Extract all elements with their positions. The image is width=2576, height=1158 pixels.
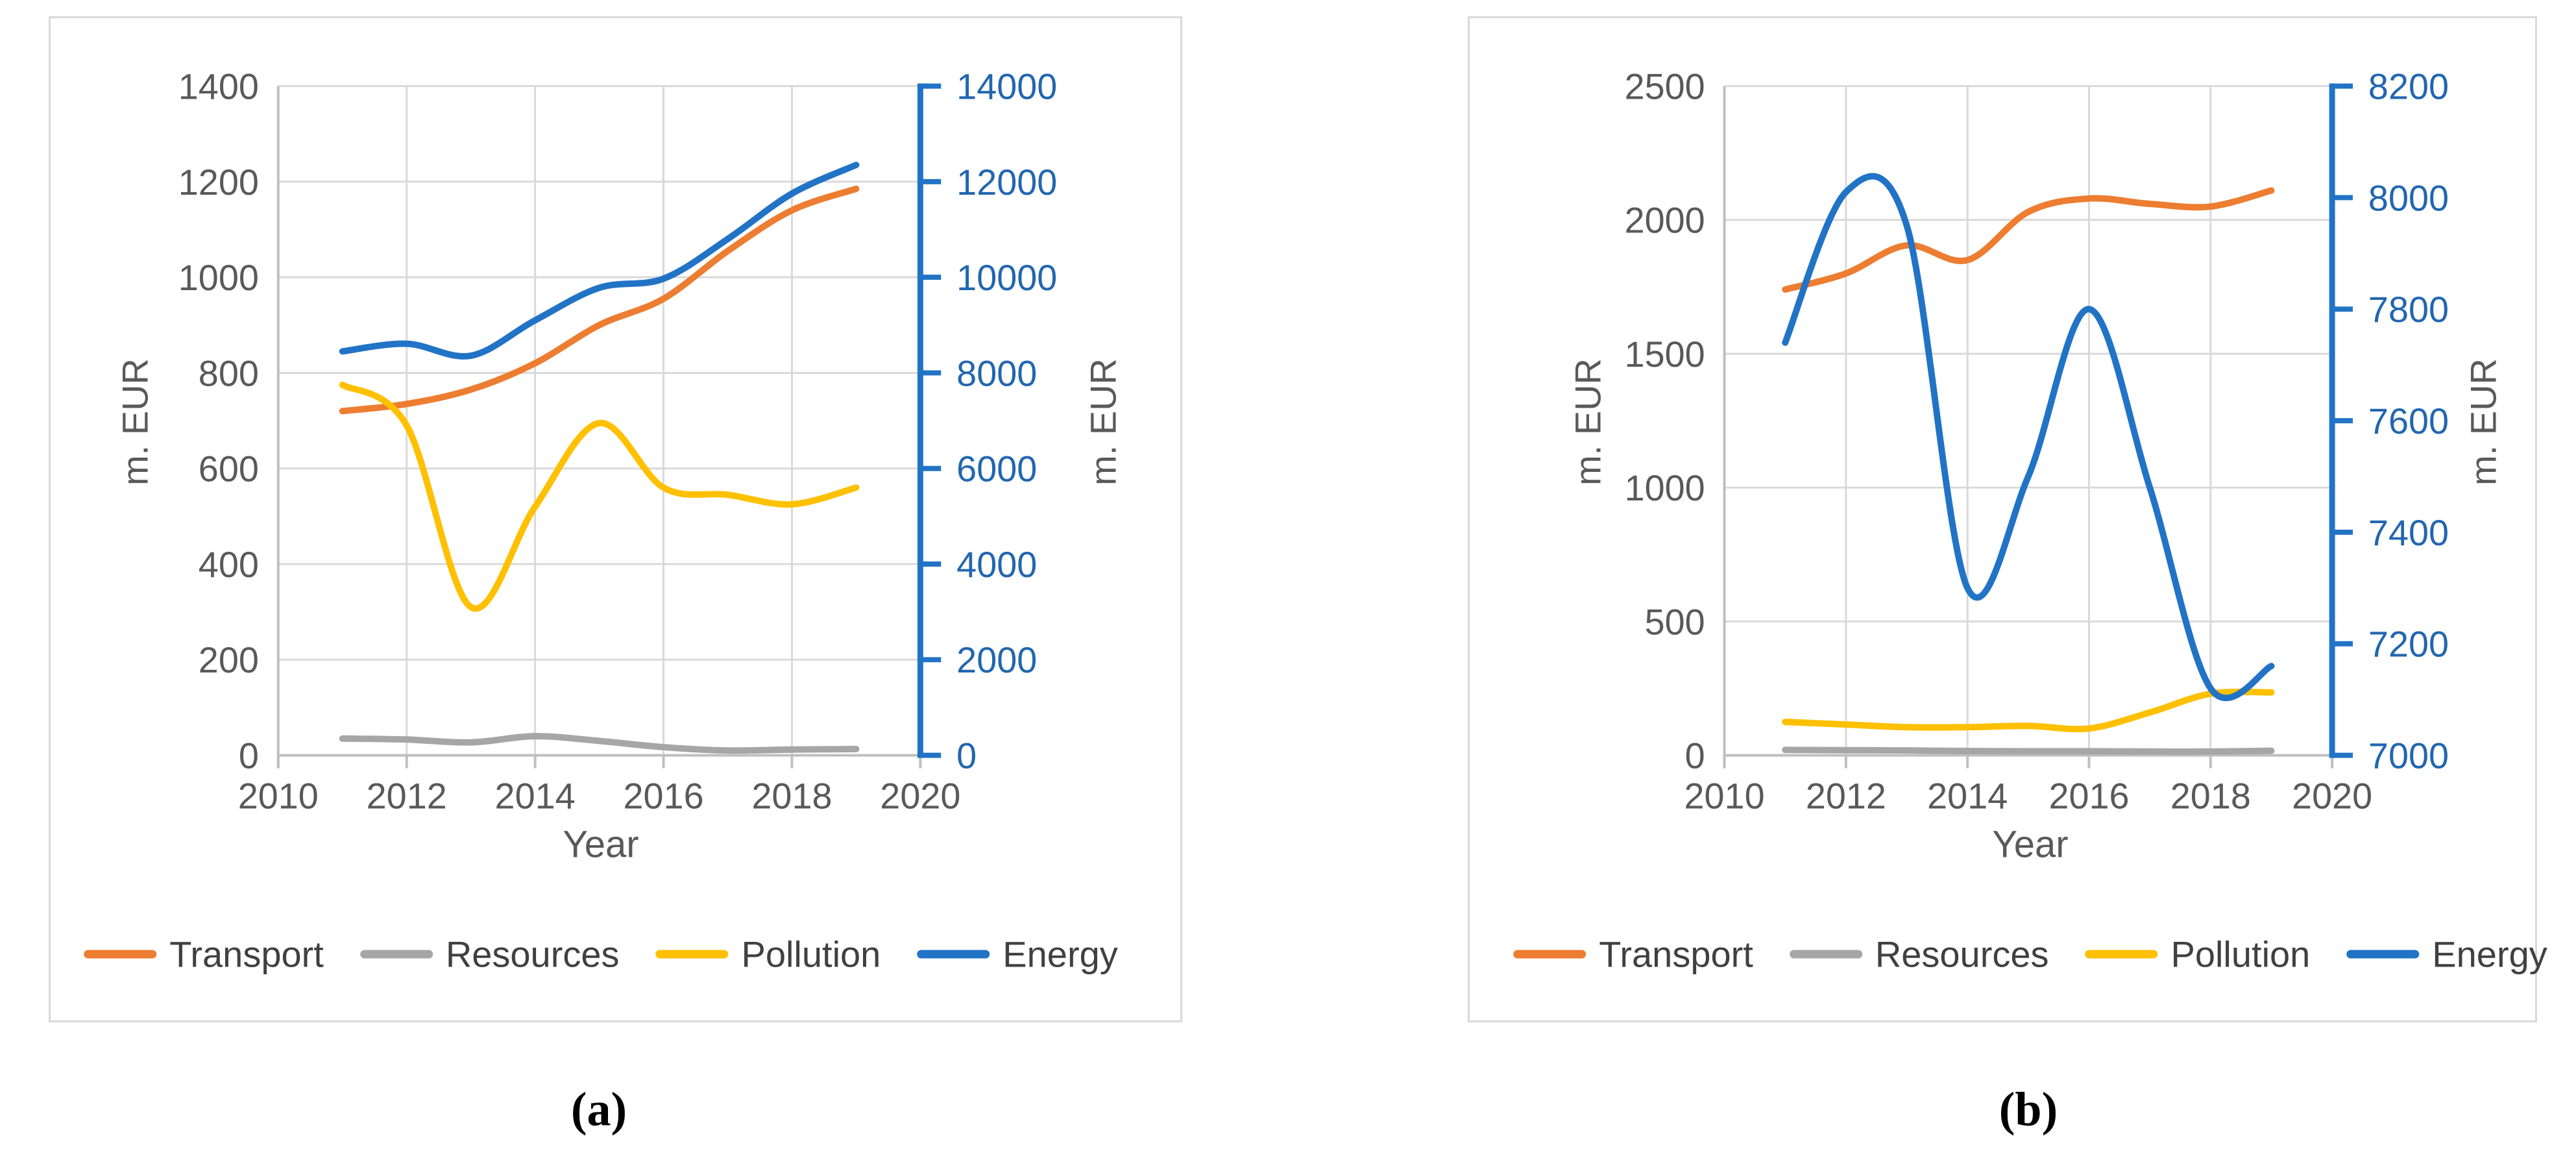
chart-panel-a: 0 200 400 600 800 1000 1200 1400 0 2000 4000 6000 80… [49, 16, 1182, 1022]
legend-item-pollution: Pollution [2085, 933, 2310, 976]
x-tick-label: 2018 [2170, 776, 2251, 816]
legend-swatch-transport [84, 950, 157, 959]
chart-a-canvas: 0200400600800100012001400020004000600080… [178, 66, 1058, 817]
series-transport [339, 185, 860, 415]
x-tick-label: 2014 [1927, 776, 2008, 816]
series-resources [1782, 746, 2275, 755]
left-y-tick-label: 2500 [1625, 67, 1705, 107]
right-y-tick-label: 7400 [2368, 513, 2449, 553]
legend-label-transport: Transport [1599, 933, 1753, 975]
series-resources [339, 733, 860, 754]
legend-label-energy: Energy [2432, 933, 2547, 975]
chart-b-right-axis-title: m. EUR [2462, 358, 2504, 486]
left-y-tick-label: 400 [199, 544, 259, 585]
right-y-tick-label: 4000 [956, 544, 1037, 585]
left-y-tick-label: 1200 [178, 162, 259, 203]
legend-label-transport: Transport [169, 933, 324, 975]
legend-swatch-resources [359, 950, 433, 959]
caption-a: (a) [570, 1083, 627, 1137]
left-y-tick-label: 600 [199, 449, 259, 489]
series-pollution [1782, 688, 2275, 733]
left-y-tick-label: 1000 [178, 257, 259, 298]
left-y-tick-label: 2000 [1625, 201, 1705, 241]
series-pollution [339, 381, 860, 612]
legend-item-energy: Energy [2346, 933, 2547, 976]
chart-a-left-axis-title: m. EUR [114, 358, 156, 486]
x-tick-label: 2016 [2048, 776, 2129, 816]
left-y-tick-label: 0 [239, 735, 259, 776]
x-tick-label: 2018 [751, 775, 832, 816]
x-tick-label: 2016 [623, 775, 703, 816]
right-y-tick-label: 8000 [956, 352, 1037, 393]
x-tick-label: 2010 [1684, 776, 1765, 816]
left-y-tick-label: 800 [199, 352, 259, 393]
legend-item-transport: Transport [84, 933, 324, 976]
chart-a-x-axis-title: Year [563, 823, 639, 866]
legend-label-energy: Energy [1002, 933, 1118, 975]
legend-swatch-pollution [2085, 950, 2158, 959]
series-energy [1782, 173, 2275, 702]
right-y-tick-label: 6000 [956, 449, 1037, 489]
right-y-tick-label: 7000 [2368, 736, 2449, 776]
left-y-tick-label: 1400 [178, 66, 259, 107]
chart-b-canvas: 0 500 1000 1500 2000 2500 7000 7200 7400 7600 7800… [1625, 67, 2449, 817]
x-tick-label: 2020 [880, 775, 960, 816]
right-y-tick-label: 0 [956, 735, 977, 776]
chart-b-x-axis-title: Year [1992, 823, 2069, 866]
x-tick-label: 2010 [238, 775, 319, 816]
legend-item-resources: Resources [359, 933, 620, 976]
legend-swatch-energy [2346, 950, 2420, 959]
legend-a: Transport Resources Pollution Energy [84, 933, 1118, 976]
left-y-tick-label: 500 [1645, 602, 1705, 642]
legend-label-pollution: Pollution [741, 933, 881, 975]
legend-item-energy: Energy [917, 933, 1118, 976]
caption-b: (b) [1999, 1083, 2058, 1137]
legend-swatch-transport [1513, 950, 1586, 959]
legend-b: Transport Resources Pollution Energy [1513, 933, 2547, 976]
legend-label-pollution: Pollution [2170, 933, 2311, 975]
left-y-tick-label: 200 [199, 639, 259, 680]
x-tick-label: 2012 [1806, 776, 1886, 816]
right-y-tick-label: 14000 [956, 66, 1057, 107]
right-y-tick-label: 8200 [2368, 67, 2449, 107]
x-tick-label: 2020 [2292, 776, 2372, 816]
right-y-tick-label: 10000 [956, 257, 1057, 298]
chart-b-left-axis-title: m. EUR [1567, 358, 1609, 486]
x-tick-label: 2012 [367, 775, 447, 816]
right-y-tick-label: 2000 [956, 639, 1037, 680]
legend-swatch-energy [917, 950, 990, 959]
left-y-tick-label: 0 [1685, 736, 1705, 776]
right-y-tick-label: 12000 [956, 162, 1057, 203]
legend-item-pollution: Pollution [655, 933, 881, 976]
series-energy [339, 162, 860, 360]
right-y-tick-label: 7600 [2368, 401, 2449, 441]
legend-item-resources: Resources [1789, 933, 2049, 976]
right-y-tick-label: 8000 [2368, 178, 2449, 218]
left-y-tick-label: 1500 [1625, 334, 1705, 375]
x-tick-label: 2014 [495, 775, 576, 816]
legend-label-resources: Resources [1875, 933, 2049, 975]
series-transport [1782, 187, 2275, 293]
chart-panel-b: 0 500 1000 1500 2000 2500 7000 7200 7400 7600 7800… [1468, 16, 2547, 1022]
legend-label-resources: Resources [445, 933, 620, 975]
right-y-tick-label: 7800 [2368, 290, 2449, 330]
right-y-tick-label: 7200 [2368, 624, 2449, 665]
chart-a-right-axis-title: m. EUR [1082, 358, 1124, 486]
left-y-tick-label: 1000 [1625, 468, 1705, 508]
legend-swatch-pollution [655, 950, 729, 959]
legend-swatch-resources [1789, 950, 1862, 959]
legend-item-transport: Transport [1513, 933, 1753, 976]
